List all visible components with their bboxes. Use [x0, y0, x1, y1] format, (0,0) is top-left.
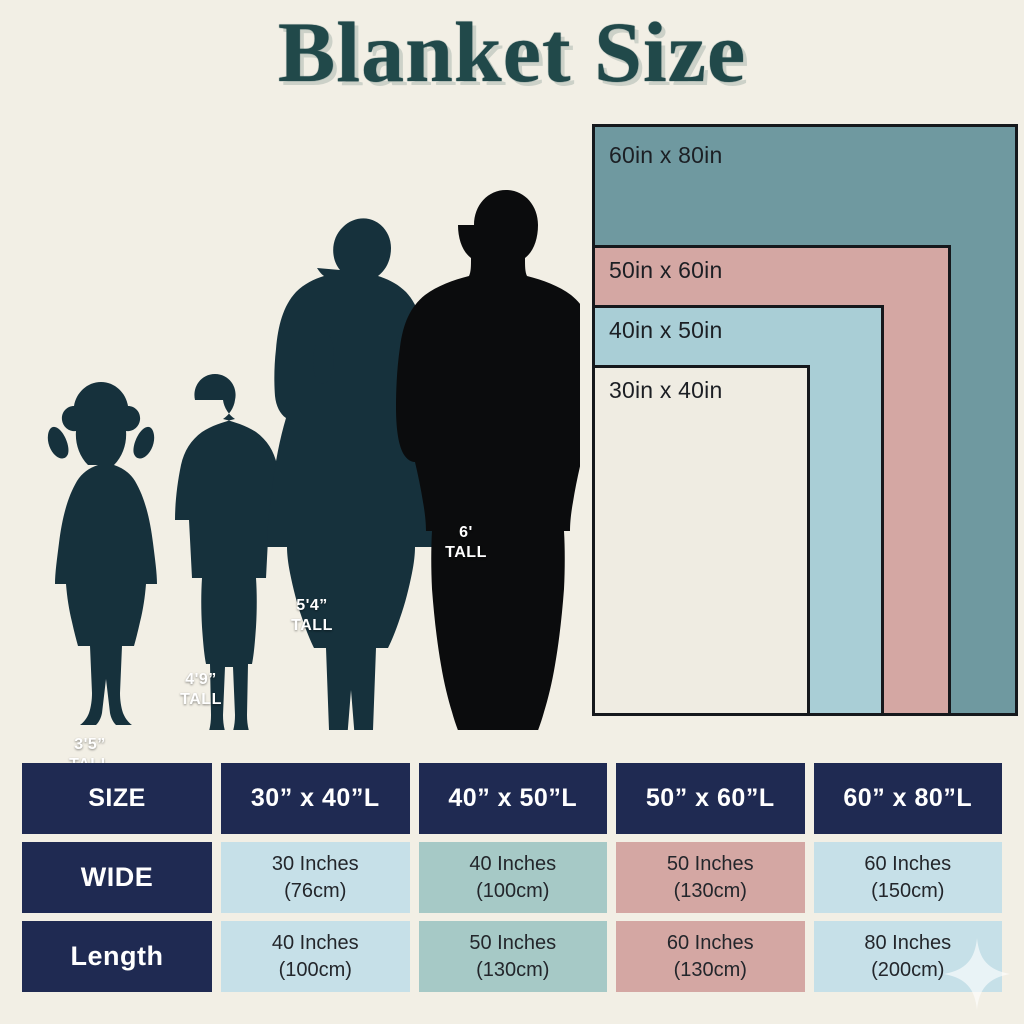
- table-cell-length-60x80: 80 Inches (200cm): [813, 921, 1002, 992]
- cell-inches: 30 Inches: [271, 852, 359, 875]
- cell-inches: 40 Inches: [271, 931, 359, 954]
- cell-cm: (150cm): [871, 879, 945, 902]
- silhouette-girl: [47, 382, 157, 725]
- table-cell-wide-40x50: 40 Inches (100cm): [418, 842, 607, 913]
- cell-inches: 80 Inches: [864, 931, 952, 954]
- blanket-label-50x60: 50in x 60in: [609, 257, 723, 283]
- cell-cm: (200cm): [871, 958, 945, 981]
- table-header-size: SIZE: [22, 763, 212, 834]
- blanket-rect-40x50: 40in x 50in 30in x 40in: [595, 305, 884, 713]
- table-header-50x60: 50” x 60”L: [616, 763, 805, 834]
- blanket-rect-50x60: 50in x 60in 40in x 50in 30in x 40in: [595, 245, 951, 713]
- silhouette-boy: [175, 374, 283, 730]
- cell-cm: (130cm): [476, 958, 550, 981]
- blanket-label-40x50: 40in x 50in: [609, 317, 723, 343]
- cell-cm: (100cm): [476, 879, 550, 902]
- blanket-size-diagram: 60in x 80in 50in x 60in 40in x 50in 30in…: [592, 124, 1018, 716]
- table-header-30x40: 30” x 40”L: [221, 763, 410, 834]
- table-cell-length-40x50: 50 Inches (130cm): [418, 921, 607, 992]
- cell-cm: (130cm): [673, 958, 747, 981]
- silhouette-label-boy: 4'9” TALL: [180, 671, 222, 708]
- cell-inches: 50 Inches: [469, 931, 557, 954]
- silhouette-label-man: 6' TALL: [445, 524, 487, 561]
- silhouette-group: 3'5” TALL 4'9” TALL 5'4” TALL 6' TALL: [0, 175, 580, 773]
- table-rowlabel-length: Length: [22, 921, 212, 992]
- table-cell-wide-30x40: 30 Inches (76cm): [221, 842, 410, 913]
- table-header-60x80: 60” x 80”L: [813, 763, 1002, 834]
- table-cell-wide-60x80: 60 Inches (150cm): [813, 842, 1002, 913]
- table-cell-length-50x60: 60 Inches (130cm): [616, 921, 805, 992]
- cell-inches: 60 Inches: [864, 852, 952, 875]
- cell-inches: 60 Inches: [666, 931, 754, 954]
- cell-cm: (100cm): [278, 958, 352, 981]
- silhouette-woman: [267, 218, 435, 730]
- cell-cm: (76cm): [284, 879, 347, 902]
- cell-cm: (130cm): [673, 879, 747, 902]
- table-cell-length-30x40: 40 Inches (100cm): [221, 921, 410, 992]
- cell-inches: 40 Inches: [469, 852, 557, 875]
- table-header-40x50: 40” x 50”L: [418, 763, 607, 834]
- cell-inches: 50 Inches: [666, 852, 754, 875]
- table-rowlabel-wide: WIDE: [22, 842, 212, 913]
- blanket-rect-30x40: 30in x 40in: [595, 365, 810, 713]
- table-cell-wide-50x60: 50 Inches (130cm): [616, 842, 805, 913]
- blanket-label-30x40: 30in x 40in: [609, 377, 723, 403]
- page-title: Blanket Size: [276, 3, 747, 102]
- size-table: SIZE 30” x 40”L 40” x 50”L 50” x 60”L 60…: [22, 763, 1002, 992]
- silhouette-label-woman: 5'4” TALL: [291, 597, 333, 634]
- blanket-label-60x80: 60in x 80in: [609, 142, 723, 168]
- silhouette-man: [396, 190, 580, 730]
